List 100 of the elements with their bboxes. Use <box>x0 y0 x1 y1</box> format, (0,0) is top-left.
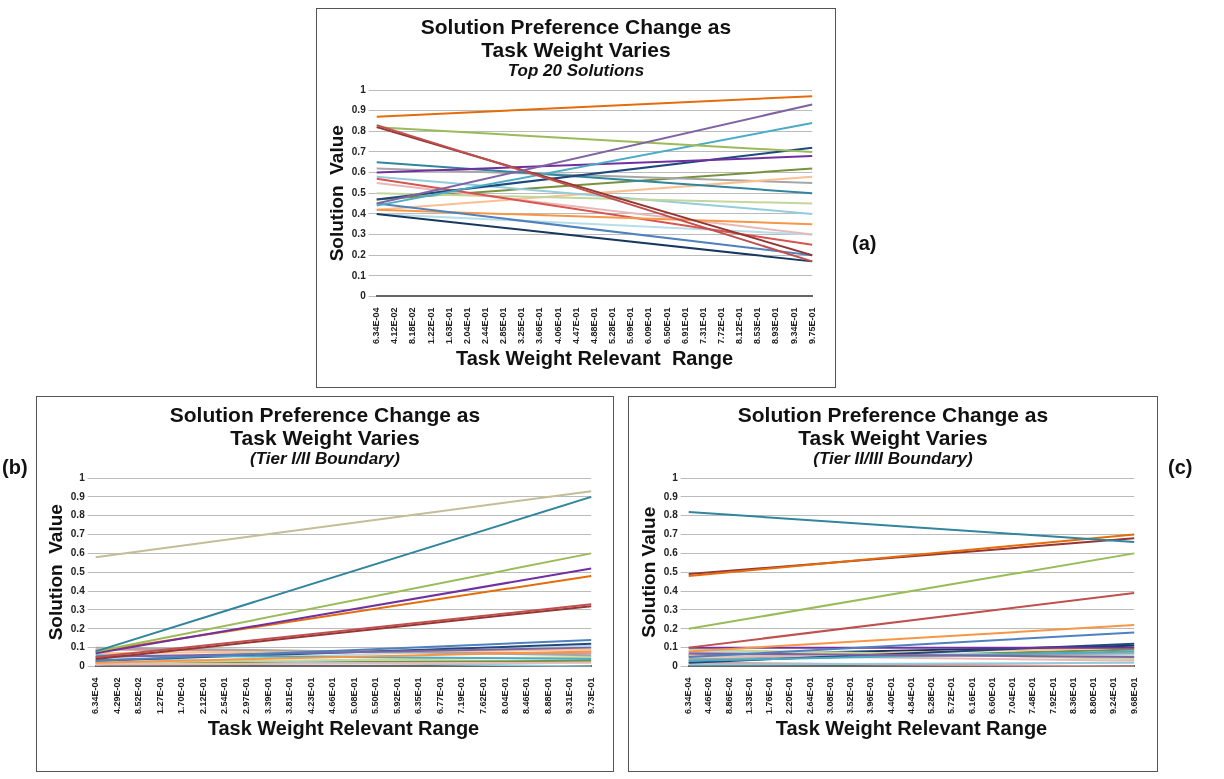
text: (c) <box>1168 456 1193 479</box>
x-tick-label: 7.62E-01 <box>477 677 488 714</box>
y-tick-label: 0.6 <box>70 547 86 559</box>
x-tick-label: 1.27E-01 <box>154 677 165 714</box>
x-tick-label: 6.35E-01 <box>413 677 424 714</box>
y-tick-label: 0.1 <box>351 269 367 281</box>
x-tick-label: 5.28E-01 <box>607 307 618 344</box>
y-tick-label: 0.4 <box>663 584 679 596</box>
x-tick-label: 6.50E-01 <box>661 307 672 344</box>
x-tick-label: 5.08E-01 <box>348 677 359 714</box>
x-tick-label: 2.85E-01 <box>498 307 509 344</box>
y-tick-label: 0.4 <box>351 207 367 219</box>
x-tick-label: 7.92E-01 <box>1047 677 1058 714</box>
x-tick-label: 8.12E-01 <box>734 307 745 344</box>
x-tick-label: 4.12E-02 <box>389 307 400 344</box>
y-tick-label: 0.5 <box>70 565 86 577</box>
x-tick-label: 2.54E-01 <box>219 677 230 714</box>
x-tick-label: 8.36E-01 <box>1067 677 1078 714</box>
x-tick-label: 4.40E-01 <box>885 677 896 714</box>
x-tick-label: 6.34E-04 <box>90 677 101 714</box>
y-tick-label: 0.9 <box>70 490 86 502</box>
y-tick-label: 0.5 <box>351 186 367 198</box>
x-tick-label: 3.08E-01 <box>824 677 835 714</box>
y-axis-title: Solution Value <box>325 125 347 262</box>
x-tick-label: 2.04E-01 <box>461 307 472 344</box>
y-tick-label: 0 <box>79 660 86 672</box>
x-tick-label: 2.20E-01 <box>784 677 795 714</box>
x-tick-label: 7.72E-01 <box>715 307 726 344</box>
y-tick-label: 0.8 <box>663 509 679 521</box>
x-tick-label: 8.88E-01 <box>542 677 553 714</box>
y-axis-title: Solution Value <box>637 506 659 638</box>
x-tick-label: 1.22E-01 <box>425 307 436 344</box>
x-tick-label: 8.93E-01 <box>770 307 781 344</box>
x-axis-title: Task Weight Relevant Range <box>775 716 1048 739</box>
x-tick-label: 1.33E-01 <box>743 677 754 714</box>
chart-subtitle: Top 20 Solutions <box>506 61 646 81</box>
x-tick-label: 9.31E-01 <box>564 677 575 714</box>
chart-subtitle: (Tier II/III Boundary) <box>812 449 974 469</box>
x-tick-label: 6.09E-01 <box>643 307 654 344</box>
x-tick-label: 5.28E-01 <box>926 677 937 714</box>
x-tick-label: 4.84E-01 <box>905 677 916 714</box>
x-tick-label: 2.64E-01 <box>804 677 815 714</box>
y-tick-label: 1 <box>360 83 367 95</box>
x-tick-label: 6.34E-04 <box>371 307 382 344</box>
x-tick-label: 4.06E-01 <box>552 307 563 344</box>
x-tick-label: 8.53E-01 <box>752 307 763 344</box>
x-tick-label: 6.91E-01 <box>679 307 690 344</box>
x-tick-label: 3.25E-01 <box>516 307 527 344</box>
x-tick-label: 2.12E-01 <box>197 677 208 714</box>
y-tick-label: 0.4 <box>70 584 86 596</box>
y-tick-label: 0.6 <box>351 166 367 178</box>
y-tick-label: 0.5 <box>663 565 679 577</box>
x-tick-label: 3.66E-01 <box>534 307 545 344</box>
x-tick-label: 4.47E-01 <box>570 307 581 344</box>
text: (a) <box>852 232 877 255</box>
x-tick-label: 8.86E-02 <box>723 677 734 714</box>
y-tick-label: 0.3 <box>70 603 86 615</box>
x-tick-label: 7.19E-01 <box>456 677 467 714</box>
x-tick-label: 5.50E-01 <box>370 677 381 714</box>
y-tick-label: 0.7 <box>351 145 367 157</box>
x-tick-label: 4.23E-01 <box>305 677 316 714</box>
x-tick-label: 9.75E-01 <box>806 307 817 344</box>
x-tick-label: 1.76E-01 <box>764 677 775 714</box>
y-tick-label: 0.1 <box>70 641 86 653</box>
chart-title: Solution Preference Change as Task Weight Varies <box>419 15 733 61</box>
y-tick-label: 0.7 <box>70 528 86 540</box>
x-tick-label: 8.46E-01 <box>521 677 532 714</box>
y-tick-label: 0.8 <box>70 509 86 521</box>
x-tick-label: 8.04E-01 <box>499 677 510 714</box>
x-axis-title: Task Weight Relevant Range <box>207 716 480 739</box>
x-tick-label: 3.52E-01 <box>845 677 856 714</box>
x-tick-label: 3.96E-01 <box>865 677 876 714</box>
x-tick-label: 6.34E-04 <box>683 677 694 714</box>
x-tick-label: 4.46E-02 <box>703 677 714 714</box>
x-tick-label: 6.77E-01 <box>434 677 445 714</box>
text: (b) <box>2 456 28 479</box>
y-tick-label: 0.2 <box>663 622 679 634</box>
y-tick-label: 0.9 <box>663 490 679 502</box>
y-tick-label: 0 <box>360 290 367 302</box>
y-tick-label: 0 <box>672 660 679 672</box>
x-tick-label: 4.88E-01 <box>588 307 599 344</box>
y-tick-label: 0.1 <box>663 641 679 653</box>
y-tick-label: 0.8 <box>351 125 367 137</box>
x-tick-label: 8.18E-02 <box>407 307 418 344</box>
y-tick-label: 0.9 <box>351 104 367 116</box>
x-tick-label: 6.16E-01 <box>966 677 977 714</box>
x-tick-label: 2.44E-01 <box>480 307 491 344</box>
x-tick-label: 5.92E-01 <box>391 677 402 714</box>
x-tick-label: 9.73E-01 <box>585 677 596 714</box>
x-tick-label: 5.69E-01 <box>625 307 636 344</box>
x-tick-label: 8.80E-01 <box>1088 677 1099 714</box>
x-tick-label: 2.97E-01 <box>240 677 251 714</box>
x-tick-label: 7.48E-01 <box>1027 677 1038 714</box>
y-tick-label: 0.6 <box>663 547 679 559</box>
y-tick-label: 0.3 <box>663 603 679 615</box>
x-tick-label: 5.72E-01 <box>946 677 957 714</box>
x-tick-label: 6.60E-01 <box>986 677 997 714</box>
x-tick-label: 7.04E-01 <box>1007 677 1018 714</box>
y-tick-label: 0.7 <box>663 528 679 540</box>
y-tick-label: 0.2 <box>351 248 367 260</box>
